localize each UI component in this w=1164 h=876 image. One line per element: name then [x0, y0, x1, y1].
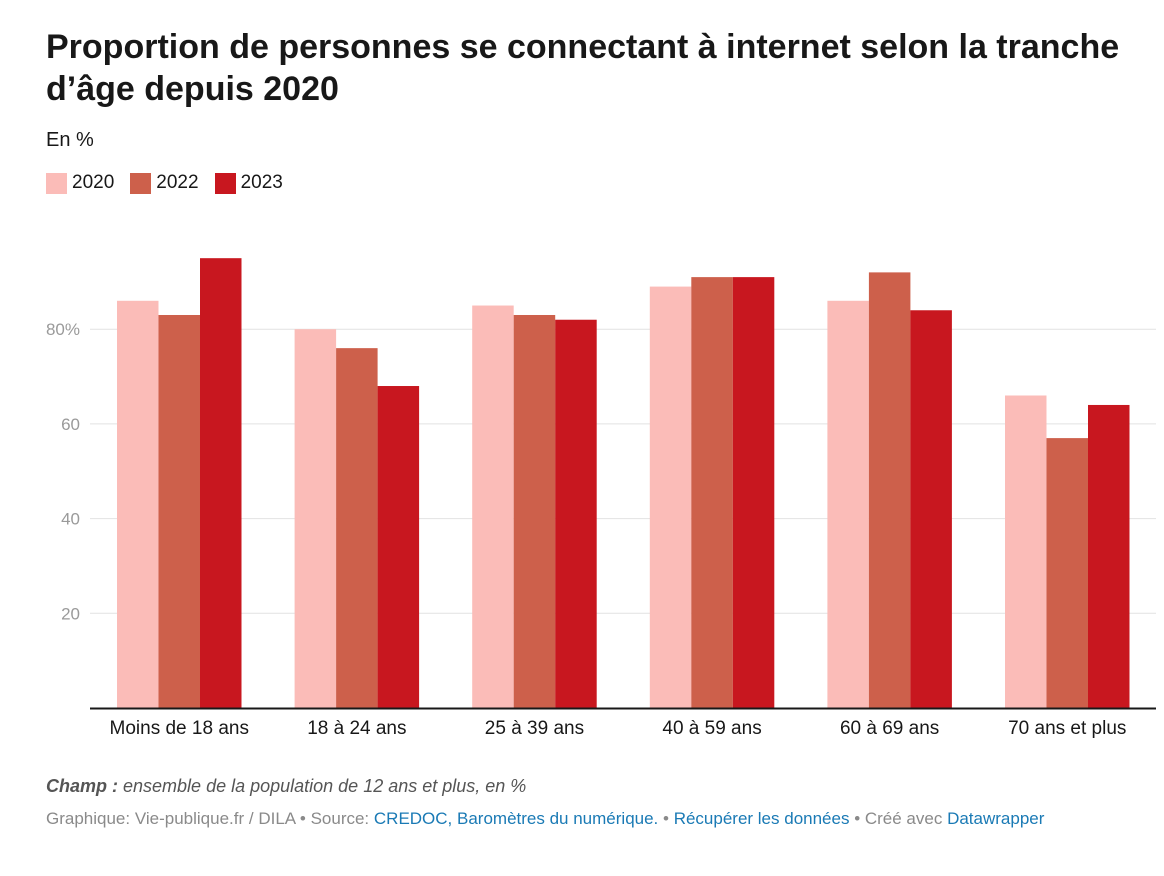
y-tick-label-40: 40: [61, 510, 80, 529]
bar-2023-4: [910, 310, 952, 708]
bar-2020-1: [294, 329, 337, 708]
bar-2020-0: [117, 300, 159, 708]
bar-2022-1: [336, 348, 378, 708]
bar-2023-5: [1088, 404, 1130, 708]
legend-item-2022: 2022: [130, 172, 199, 194]
legend-item-2023: 2023: [214, 172, 283, 194]
bar-2022-4: [868, 272, 911, 708]
x-category-label-3: 40 à 59 ans: [662, 718, 761, 739]
scope-note: Champ : ensemble de la population de 12 …: [46, 776, 526, 797]
bar-2022-3: [691, 277, 733, 708]
bar-2020-4: [827, 300, 869, 708]
x-category-label-4: 60 à 69 ans: [840, 718, 939, 739]
bar-2023-3: [732, 277, 775, 708]
bar-2023-0: [200, 258, 242, 708]
legend-label-2020: 2020: [72, 172, 115, 193]
source-prefix: Graphique: Vie-publique.fr / DILA • Sour…: [46, 809, 374, 828]
x-category-label-5: 70 ans et plus: [1008, 718, 1126, 739]
chart-subtitle: En %: [46, 129, 94, 151]
bar-2020-2: [472, 305, 514, 708]
legend-label-2022: 2022: [156, 172, 199, 193]
legend: 2020 2022 2023: [46, 172, 283, 194]
legend-item-2020: 2020: [46, 172, 114, 194]
source-link[interactable]: CREDOC, Baromètres du numérique.: [373, 809, 659, 828]
y-tick-label-20: 20: [61, 604, 80, 623]
legend-label-2023: 2023: [240, 172, 283, 193]
source-separator: •: [658, 809, 674, 828]
bar-2022-0: [158, 314, 200, 708]
bar-2023-2: [555, 319, 597, 708]
x-category-label-0: Moins de 18 ans: [110, 718, 249, 739]
x-category-label-1: 18 à 24 ans: [307, 718, 406, 739]
legend-swatch-2022: [130, 172, 152, 194]
scope-note-text: ensemble de la population de 12 ans et p…: [123, 776, 527, 796]
y-tick-label-80: 80%: [46, 320, 80, 339]
legend-swatch-2023: [214, 172, 236, 194]
x-category-label-2: 25 à 39 ans: [485, 718, 584, 739]
bar-2020-5: [1005, 395, 1047, 708]
bar-2020-3: [649, 286, 692, 708]
datawrapper-link[interactable]: Datawrapper: [947, 809, 1045, 828]
bar-2022-5: [1046, 438, 1088, 708]
bar-chart: 20 40 60 80% Moins de 18 ans 18 à 24 ans 25 à …: [46, 258, 1156, 739]
bar-2022-2: [513, 314, 556, 708]
scope-note-label: Champ :: [46, 776, 118, 796]
download-data-link[interactable]: Récupérer les données: [673, 809, 850, 828]
chart-title: Proportion de personnes se connectant à …: [46, 28, 1120, 108]
bar-2023-1: [377, 386, 420, 708]
y-tick-label-60: 60: [61, 415, 80, 434]
legend-swatch-2020: [46, 172, 67, 194]
created-with-text: • Créé avec: [849, 809, 948, 828]
source-line: Graphique: Vie-publique.fr / DILA • Sour…: [46, 809, 1044, 829]
